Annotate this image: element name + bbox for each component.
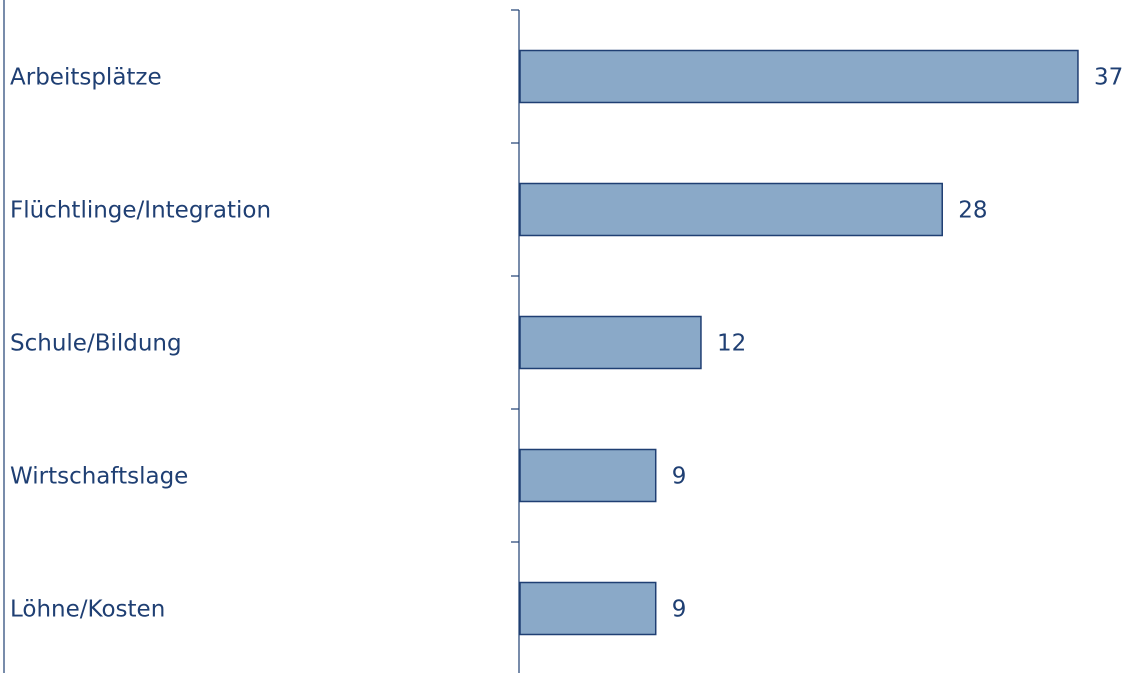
value-label: 9 xyxy=(672,597,687,623)
category-label: Flüchtlinge/Integration xyxy=(10,198,271,224)
bar xyxy=(519,448,657,503)
bars-group xyxy=(519,49,1079,636)
category-label: Arbeitsplätze xyxy=(10,65,162,91)
value-label: 9 xyxy=(672,464,687,490)
value-label: 28 xyxy=(958,198,987,224)
bar xyxy=(519,182,943,237)
value-label: 12 xyxy=(717,331,746,357)
value-labels: 37 28 12 9 9 xyxy=(672,65,1124,623)
category-label: Schule/Bildung xyxy=(10,331,182,357)
y-axis-ticks xyxy=(511,9,519,543)
bar xyxy=(519,581,657,636)
bar xyxy=(519,315,702,370)
bar xyxy=(519,49,1079,104)
value-label: 37 xyxy=(1094,65,1123,91)
category-label: Wirtschaftslage xyxy=(10,464,188,490)
category-labels: Arbeitsplätze Flüchtlinge/Integration Schu… xyxy=(10,65,271,623)
category-label: Löhne/Kosten xyxy=(10,597,165,623)
